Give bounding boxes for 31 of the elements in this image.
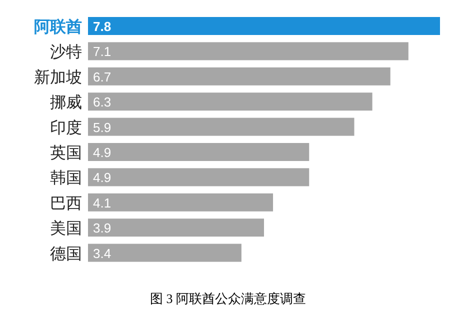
data-label: 4.1	[93, 195, 112, 210]
data-label: 4.9	[93, 145, 112, 160]
bar	[88, 67, 390, 86]
bar	[88, 118, 354, 136]
y-tick-label: 挪威	[50, 94, 82, 112]
y-tick-label: 美国	[50, 220, 82, 238]
bar	[88, 244, 242, 262]
bar	[88, 92, 372, 111]
y-tick-label: 韩国	[50, 169, 82, 188]
bar	[88, 193, 274, 212]
y-tick-label: 英国	[50, 144, 82, 162]
y-tick-label: 印度	[50, 118, 82, 137]
bar	[88, 17, 440, 35]
y-tick-label: 阿联酋	[34, 18, 82, 36]
y-tick-label: 沙特	[50, 43, 82, 62]
data-label: 4.9	[93, 170, 112, 186]
bar	[88, 143, 310, 161]
bar	[88, 218, 264, 237]
data-label: 7.1	[93, 44, 112, 60]
data-label: 7.8	[93, 19, 112, 34]
data-label: 5.9	[93, 120, 112, 135]
data-label: 3.4	[93, 246, 112, 261]
y-tick-label: 德国	[50, 246, 82, 263]
text: 图 3 阿联酋公众满意度调查	[150, 291, 306, 306]
y-tick-label: 新加坡	[34, 68, 82, 86]
y-tick-label: 巴西	[50, 195, 82, 212]
data-label: 6.7	[93, 69, 112, 84]
data-label: 6.3	[93, 94, 112, 110]
bar	[88, 168, 310, 186]
data-label: 3.9	[93, 220, 112, 236]
bar	[88, 42, 408, 60]
